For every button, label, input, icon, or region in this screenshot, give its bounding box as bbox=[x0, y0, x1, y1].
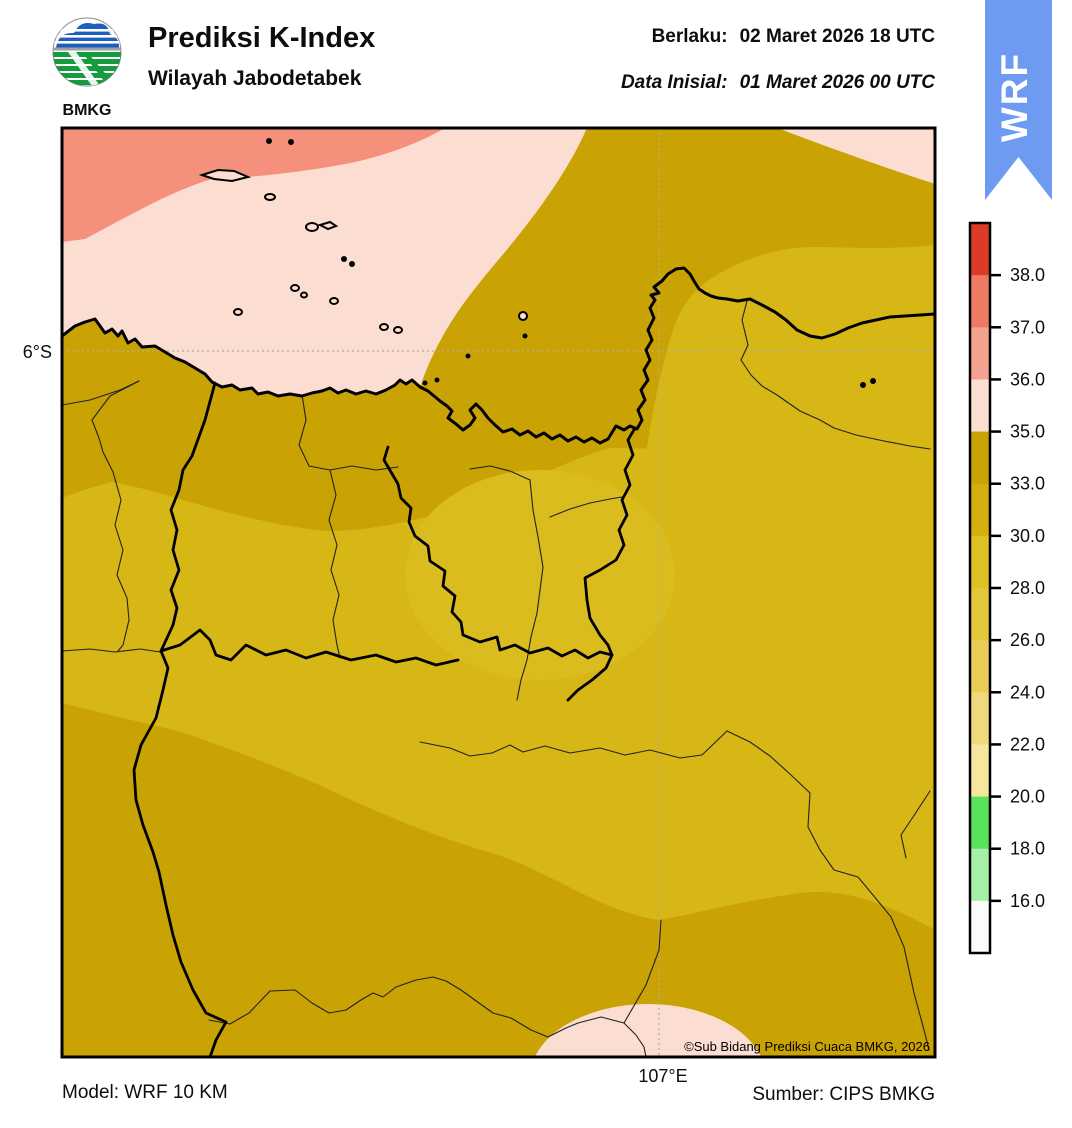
coastline bbox=[62, 266, 935, 445]
page-title: Prediksi K-Index bbox=[148, 22, 376, 54]
region-salmon bbox=[62, 128, 445, 242]
region-dark-gold-south bbox=[62, 703, 935, 1057]
colorbar-segment bbox=[970, 275, 990, 328]
map-copyright: ©Sub Bidang Prediksi Cuaca BMKG, 2026 bbox=[684, 1039, 930, 1054]
colorbar-segment bbox=[970, 431, 990, 485]
colorbar: 38.0 37.0 36.0 35.0 33.0 30.0 28.0 26.0 24.0 22.0… bbox=[970, 223, 1045, 954]
colorbar-segment bbox=[970, 223, 990, 276]
colorbar-tick-label: 22.0 bbox=[1010, 734, 1045, 754]
init-time-line: Data Inisial: 01 Maret 2026 00 UTC bbox=[621, 72, 935, 94]
map-canvas: ©Sub Bidang Prediksi Cuaca BMKG, 2026 bbox=[62, 128, 935, 1057]
logo-text: BMKG bbox=[63, 102, 112, 119]
map-frame bbox=[60, 126, 937, 1059]
page-subtitle: Wilayah Jabodetabek bbox=[148, 67, 362, 90]
region-sea-pink bbox=[62, 128, 587, 396]
logo-art bbox=[53, 23, 121, 86]
colorbar-tick-label: 18.0 bbox=[1010, 839, 1045, 859]
colorbar-segment bbox=[970, 588, 990, 641]
admin-boundaries bbox=[62, 300, 931, 1057]
colorbar-segment bbox=[970, 796, 990, 850]
source-label: Sumber: CIPS BMKG bbox=[752, 1084, 935, 1105]
valid-label: Berlaku: bbox=[651, 26, 728, 47]
islands bbox=[198, 138, 876, 388]
region-bottom-pink bbox=[534, 1004, 762, 1057]
validity-block: Berlaku: 02 Maret 2026 18 UTC Data Inisia… bbox=[621, 26, 935, 94]
colorbar-segment bbox=[970, 327, 990, 380]
wrf-ribbon: WRF bbox=[985, 0, 1052, 200]
gridlines bbox=[62, 128, 935, 1057]
colorbar-segment bbox=[970, 848, 990, 902]
colorbar-segment bbox=[970, 535, 990, 589]
colorbar-segment bbox=[970, 744, 990, 798]
colorbar-tick-label: 28.0 bbox=[1010, 578, 1045, 598]
province-boundaries bbox=[132, 381, 637, 1057]
colorbar-frame bbox=[968, 221, 992, 955]
lat-label: 6°S bbox=[23, 342, 52, 362]
colorbar-tick-label: 24.0 bbox=[1010, 682, 1045, 702]
colorbar-tick-label: 37.0 bbox=[1010, 317, 1045, 337]
valid-time-line: Berlaku: 02 Maret 2026 18 UTC bbox=[621, 26, 935, 48]
colorbar-tick-label: 33.0 bbox=[1010, 474, 1045, 494]
region-light-gold bbox=[405, 470, 675, 680]
colorbar-tick-label: 35.0 bbox=[1010, 422, 1045, 442]
lon-label: 107°E bbox=[638, 1066, 687, 1086]
valid-value: 02 Maret 2026 18 UTC bbox=[739, 26, 935, 47]
ribbon-label: WRF bbox=[994, 52, 1035, 142]
colorbar-tick-label: 30.0 bbox=[1010, 526, 1045, 546]
init-label: Data Inisial: bbox=[620, 72, 728, 93]
colorbar-segment bbox=[970, 483, 990, 537]
colorbar-tick-label: 20.0 bbox=[1010, 787, 1045, 807]
colorbar-segment bbox=[970, 900, 990, 954]
model-label: Model: WRF 10 KM bbox=[62, 1082, 228, 1103]
bmkg-logo: BMKG bbox=[52, 17, 122, 119]
ribbon-shape bbox=[985, 0, 1052, 200]
init-value: 01 Maret 2026 00 UTC bbox=[739, 72, 935, 93]
region-corner-pink bbox=[777, 128, 935, 184]
colorbar-tick-label: 26.0 bbox=[1010, 630, 1045, 650]
region-dark-gold-north bbox=[62, 128, 935, 531]
colorbar-tick-label: 16.0 bbox=[1010, 891, 1045, 911]
colorbar-tick-label: 38.0 bbox=[1010, 265, 1045, 285]
colorbar-segment bbox=[970, 640, 990, 693]
colorbar-segment bbox=[970, 692, 990, 745]
colorbar-tick-label: 36.0 bbox=[1010, 369, 1045, 389]
colorbar-segment bbox=[970, 379, 990, 433]
